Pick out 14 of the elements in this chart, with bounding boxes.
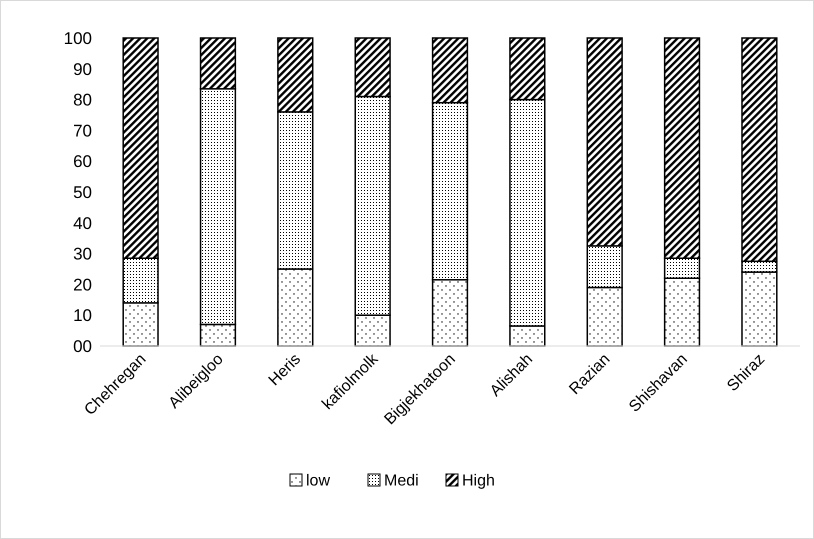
y-tick-label: 30 bbox=[73, 244, 92, 264]
y-tick-label: 60 bbox=[73, 152, 92, 172]
legend-label: low bbox=[306, 472, 330, 490]
y-tick-label: 70 bbox=[73, 121, 92, 140]
y-tick-label: 10 bbox=[73, 306, 92, 326]
y-tick-label: 20 bbox=[73, 275, 92, 294]
y-tick-label: 100 bbox=[64, 28, 92, 48]
y-tick-label: 80 bbox=[73, 90, 92, 110]
y-tick-label: 50 bbox=[73, 182, 92, 202]
legend-label: High bbox=[462, 472, 495, 490]
y-tick-label: 40 bbox=[73, 214, 92, 233]
y-tick-label: 90 bbox=[73, 60, 92, 79]
legend-label: Medi bbox=[384, 472, 419, 490]
y-tick-label: 00 bbox=[73, 336, 92, 356]
